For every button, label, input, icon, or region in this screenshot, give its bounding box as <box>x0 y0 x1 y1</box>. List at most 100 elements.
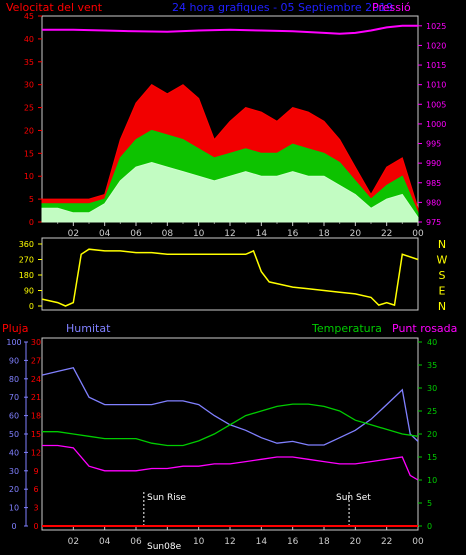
wind-y-tick-label: 40 <box>24 35 34 44</box>
humitat-label: Humitat <box>66 322 111 335</box>
pressure-y-tick-label: 1015 <box>426 61 446 70</box>
bottom-x-tick-label: 16 <box>287 537 299 547</box>
wind-x-tick-label: 22 <box>381 229 392 239</box>
direction-line <box>41 248 419 307</box>
center-title: 24 hora grafiques - 05 Septiembre 2019 <box>172 1 393 14</box>
bottom-x-tick-label: 20 <box>350 537 362 547</box>
temp-y-tick-label: 0 <box>427 522 432 531</box>
wind-x-tick-label: 10 <box>193 229 205 239</box>
direction-y-tick-label: 0 <box>29 302 34 311</box>
pluja-y-tick-label: 6 <box>33 485 38 494</box>
bottom-x-tick-label: 18 <box>318 537 330 547</box>
wind-x-tick-label: 16 <box>287 229 299 239</box>
pressure-y-tick-label: 975 <box>426 218 441 227</box>
pressure-y-tick-label: 1000 <box>426 120 446 129</box>
right-title: Pressió <box>372 1 411 14</box>
humitat-y-tick-label: 80 <box>9 375 19 384</box>
sun-mid-label: Sun08e <box>147 542 182 552</box>
humitat-y-tick-label: 0 <box>11 522 16 531</box>
pressure-y-tick-label: 995 <box>426 140 441 149</box>
pressure-y-tick-label: 990 <box>426 159 441 168</box>
temp-y-tick-label: 40 <box>427 338 437 347</box>
direction-y-tick-label: 180 <box>19 271 34 280</box>
bottom-x-tick-label: 22 <box>381 537 392 547</box>
humitat-y-tick-label: 50 <box>9 430 19 439</box>
punt-rosada-label: Punt rosada <box>392 322 457 335</box>
pluja-y-tick-label: 3 <box>33 504 38 513</box>
wind-x-tick-label: 12 <box>224 229 235 239</box>
wind-x-tick-label: 08 <box>162 229 174 239</box>
bottom-x-tick-label: 06 <box>130 537 142 547</box>
wind-y-tick-label: 15 <box>24 149 34 158</box>
compass-label: W <box>437 254 448 267</box>
pressure-y-tick-label: 985 <box>426 179 441 188</box>
temp-y-tick-label: 25 <box>427 407 437 416</box>
wind-x-tick-label: 00 <box>412 229 424 239</box>
pressure-y-tick-label: 980 <box>426 198 441 207</box>
direction-y-tick-label: 360 <box>19 240 34 249</box>
wind-x-tick-label: 20 <box>350 229 362 239</box>
sunrise-label: Sun Rise <box>147 493 186 503</box>
temp-y-tick-label: 10 <box>427 476 437 485</box>
pluja-y-tick-label: 0 <box>33 522 38 531</box>
left-title: Velocitat del vent <box>6 1 103 14</box>
pluja-label: Pluja <box>2 322 28 335</box>
humitat-y-tick-label: 70 <box>9 393 19 402</box>
temperatura-label: Temperatura <box>311 322 382 335</box>
pluja-y-tick-label: 15 <box>31 430 41 439</box>
wind-y-tick-label: 5 <box>29 195 34 204</box>
temp-y-tick-label: 20 <box>427 430 437 439</box>
pressure-y-tick-label: 1005 <box>426 100 446 109</box>
wind-x-tick-label: 06 <box>130 229 142 239</box>
direction-plot-frame <box>41 237 419 311</box>
pluja-y-tick-label: 30 <box>31 338 41 347</box>
temp-y-tick-label: 5 <box>427 499 432 508</box>
pressure-y-tick-label: 1020 <box>426 41 446 50</box>
wind-x-tick-label: 02 <box>68 229 79 239</box>
direction-y-tick-label: 270 <box>19 256 34 265</box>
compass-label: S <box>439 269 446 282</box>
wind-series-2-area <box>41 161 419 223</box>
pluja-y-tick-label: 27 <box>31 356 41 365</box>
pluja-y-tick-label: 18 <box>31 412 41 421</box>
pluja-y-tick-label: 12 <box>31 448 41 457</box>
wind-x-tick-label: 04 <box>99 229 111 239</box>
bottom-series-0-line <box>41 367 419 446</box>
humitat-y-tick-label: 40 <box>9 448 19 457</box>
pluja-y-tick-label: 21 <box>31 393 41 402</box>
compass-label: N <box>438 238 446 251</box>
pressure-y-tick-label: 1010 <box>426 81 446 90</box>
bottom-x-tick-label: 02 <box>68 537 79 547</box>
temp-y-tick-label: 35 <box>427 361 437 370</box>
bottom-series-3-line <box>42 444 419 481</box>
wind-y-tick-label: 45 <box>24 12 34 21</box>
wind-y-tick-label: 0 <box>29 218 34 227</box>
humitat-y-tick-label: 60 <box>9 412 19 421</box>
wind-y-tick-label: 35 <box>24 58 34 67</box>
pressure-y-tick-label: 1025 <box>426 22 446 31</box>
pluja-y-tick-label: 9 <box>33 467 38 476</box>
direction-y-tick-label: 90 <box>24 287 34 296</box>
wind-x-tick-label: 18 <box>318 229 330 239</box>
pluja-y-tick-label: 24 <box>31 375 41 384</box>
wind-x-tick-label: 14 <box>256 229 268 239</box>
compass-label: E <box>439 285 446 298</box>
humitat-y-tick-label: 100 <box>6 338 21 347</box>
wind-y-tick-label: 30 <box>24 81 34 90</box>
bottom-x-tick-label: 14 <box>256 537 268 547</box>
bottom-x-tick-label: 10 <box>193 537 205 547</box>
temp-y-tick-label: 30 <box>427 384 437 393</box>
wind-y-tick-label: 20 <box>24 126 34 135</box>
compass-label: N <box>438 300 446 313</box>
wind-y-tick-label: 25 <box>24 104 34 113</box>
pressure-line <box>42 24 418 35</box>
humitat-y-tick-label: 90 <box>9 356 19 365</box>
bottom-chart: 0102030405060708090100036912151821242730… <box>6 338 437 547</box>
humitat-y-tick-label: 10 <box>9 504 19 513</box>
humitat-y-tick-label: 30 <box>9 467 19 476</box>
wind-chart: 0510152025303540459759809859909951000100… <box>24 12 447 239</box>
bottom-x-tick-label: 12 <box>224 537 235 547</box>
sunset-label: Sun Set <box>336 493 371 503</box>
